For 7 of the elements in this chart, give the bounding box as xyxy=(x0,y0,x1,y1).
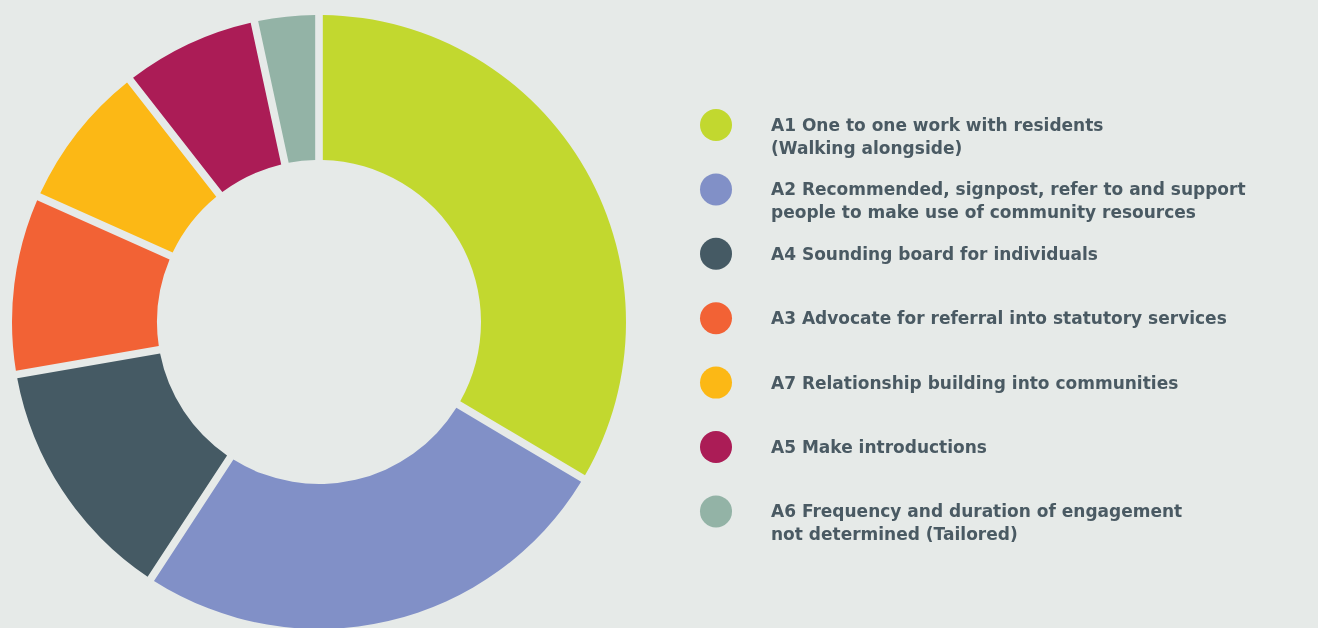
legend-label: A3 Advocate for referral into statutory services xyxy=(771,308,1227,329)
legend-label: A7 Relationship building into communities xyxy=(771,372,1179,393)
legend-label: A1 One to one work with residents (Walking alongside) xyxy=(771,115,1104,158)
legend-label: A4 Sounding board for individuals xyxy=(771,243,1098,264)
legend-label: A5 Make introductions xyxy=(771,437,987,457)
legend-label: A2 Recommended, signpost, refer to and support people to make use of community resources xyxy=(771,179,1246,223)
legend-label: A6 Frequency and duration of engagement not determined (Tailored) xyxy=(771,501,1183,545)
